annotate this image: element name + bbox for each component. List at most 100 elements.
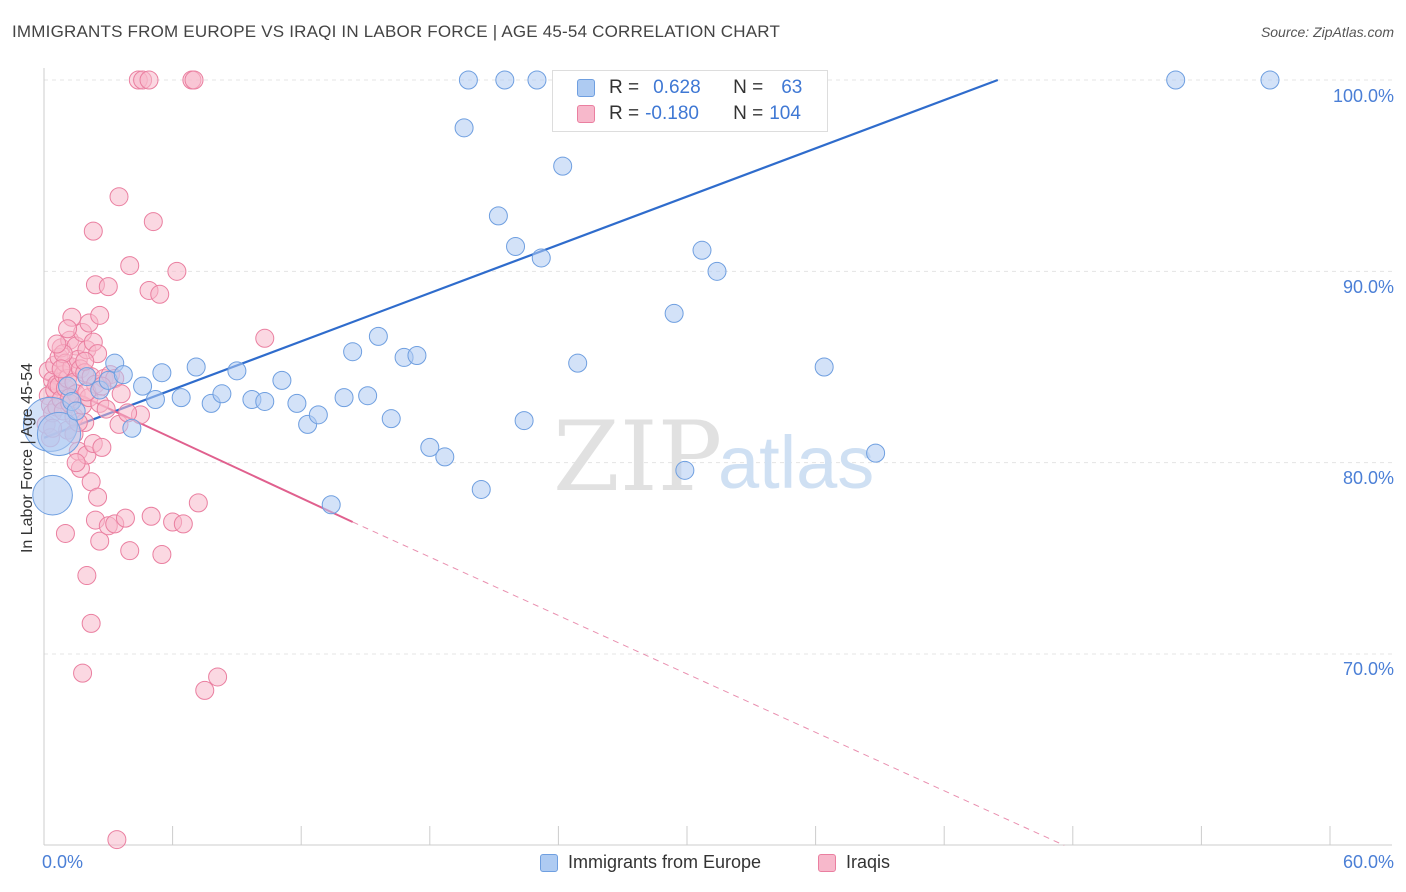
europe-n-value: 63: [781, 77, 803, 98]
iraqi-point: [167, 261, 187, 281]
europe-point: [308, 405, 328, 425]
europe-point: [471, 479, 491, 499]
europe-point: [553, 156, 573, 176]
legend-item-iraqi[interactable]: Iraqis: [818, 852, 890, 873]
europe-point: [122, 418, 142, 438]
y-tick-90: 90.0%: [1342, 277, 1394, 297]
axes: [43, 68, 1392, 846]
iraqi-point: [109, 187, 129, 207]
x-tick-0: 0.0%: [42, 852, 84, 872]
europe-point: [36, 411, 82, 457]
iraqi-point: [173, 514, 193, 534]
europe-point: [343, 342, 363, 362]
y-tick-70: 70.0%: [1342, 659, 1394, 679]
europe-point: [186, 357, 206, 377]
iraqi-point: [47, 334, 67, 354]
iraqi-point: [141, 506, 161, 526]
iraqi-point: [139, 70, 159, 90]
europe-point: [334, 388, 354, 408]
legend-item-europe[interactable]: Immigrants from Europe: [540, 852, 761, 873]
iraqi-point: [107, 830, 127, 850]
iraqi-point: [66, 453, 86, 473]
iraqi-point: [255, 328, 275, 348]
iraqi-legend-swatch: [818, 853, 836, 872]
iraqi-legend-label: Iraqis: [846, 852, 891, 872]
legend-row-iraqi: R = -0.180 N = 104: [577, 102, 801, 126]
europe-point: [287, 393, 307, 413]
europe-point: [66, 401, 86, 421]
iraqi-point: [58, 319, 78, 339]
europe-point: [113, 365, 133, 385]
europe-point: [381, 409, 401, 429]
iraqi-point: [152, 545, 172, 565]
europe-point: [454, 118, 474, 138]
europe-point: [488, 206, 508, 226]
europe-legend-label: Immigrants from Europe: [568, 852, 762, 872]
iraqi-point: [90, 531, 110, 551]
y-axis-label: In Labor Force | Age 45-54: [19, 362, 36, 554]
iraqi-points: [36, 70, 275, 850]
iraqi-point: [150, 284, 170, 304]
source-label: Source: ZipAtlas.com: [1260, 24, 1394, 40]
europe-legend-swatch: [540, 853, 558, 872]
europe-point: [707, 261, 727, 281]
europe-point: [1166, 70, 1186, 90]
europe-point: [133, 376, 153, 396]
europe-swatch: [577, 79, 595, 97]
europe-point: [435, 447, 455, 467]
europe-point: [527, 70, 547, 90]
europe-point: [814, 357, 834, 377]
iraqi-point: [98, 277, 118, 297]
chart-title: IMMIGRANTS FROM EUROPE VS IRAQI IN LABOR…: [12, 22, 781, 41]
iraqi-point: [90, 305, 110, 325]
europe-point: [1260, 70, 1280, 90]
iraqi-point: [55, 523, 75, 543]
europe-point: [358, 386, 378, 406]
iraqi-point: [143, 212, 163, 232]
europe-point: [145, 390, 165, 410]
europe-point: [506, 236, 526, 256]
y-tick-100: 100.0%: [1332, 86, 1394, 106]
europe-point: [692, 240, 712, 260]
iraqi-point: [188, 493, 208, 513]
iraqi-n-label: N =: [733, 103, 764, 124]
watermark-atlas: atlas: [718, 421, 874, 504]
stats-legend: R = 0.628 N = 63 R = -0.180 N = 104: [552, 70, 828, 132]
iraqi-point: [96, 399, 116, 419]
europe-point: [77, 367, 97, 387]
europe-point: [407, 346, 427, 366]
europe-point: [664, 303, 684, 323]
europe-point: [420, 437, 440, 457]
iraqi-point: [92, 437, 112, 457]
watermark-zip: ZIP: [553, 401, 722, 513]
iraqi-point: [120, 541, 140, 561]
europe-point: [152, 363, 172, 383]
europe-point: [32, 474, 73, 516]
europe-point: [227, 361, 247, 381]
europe-point: [568, 353, 588, 373]
europe-point: [514, 411, 534, 431]
europe-point: [866, 443, 886, 463]
iraqi-point: [184, 70, 204, 90]
iraqi-point: [115, 508, 135, 528]
y-tick-80: 80.0%: [1342, 468, 1394, 488]
europe-point: [321, 495, 341, 515]
iraqi-trend-extension: [352, 521, 1065, 846]
europe-point: [171, 388, 191, 408]
iraqi-point: [195, 680, 215, 700]
legend-row-europe: R = 0.628 N = 63: [577, 76, 802, 100]
iraqi-point: [73, 663, 93, 683]
x-tick-60: 60.0%: [1342, 852, 1394, 872]
europe-trend-line: [43, 78, 999, 439]
europe-r-label: R =: [609, 77, 640, 98]
europe-point: [255, 391, 275, 411]
iraqi-swatch: [577, 105, 595, 123]
europe-point: [212, 384, 232, 404]
grid: [44, 79, 1392, 655]
europe-point: [368, 326, 388, 346]
europe-n-label: N =: [733, 77, 764, 98]
iraqi-r-label: R =: [609, 103, 640, 124]
europe-point: [272, 370, 292, 390]
europe-point: [531, 248, 551, 268]
